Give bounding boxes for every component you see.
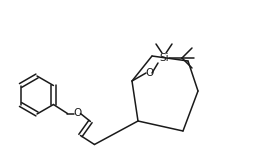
Text: O: O xyxy=(145,68,153,78)
Text: Si: Si xyxy=(159,53,169,63)
Text: O: O xyxy=(73,108,82,119)
